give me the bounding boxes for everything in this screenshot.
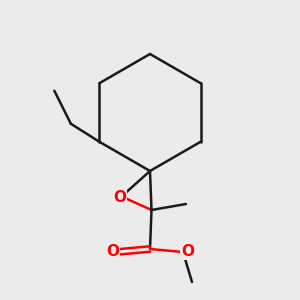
Text: O: O	[106, 244, 119, 260]
Text: O: O	[113, 190, 127, 206]
Text: O: O	[181, 244, 194, 260]
